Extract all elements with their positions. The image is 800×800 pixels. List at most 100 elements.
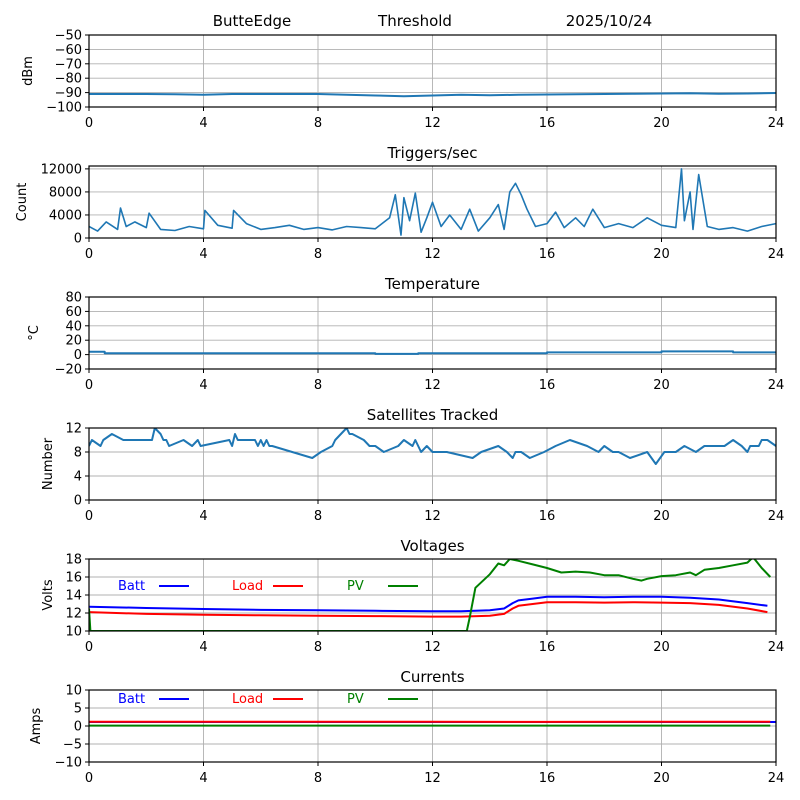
y-tick-label: 10	[65, 625, 82, 640]
y-tick-label: 0	[74, 348, 82, 363]
y-tick-label: −10	[55, 756, 82, 771]
x-tick-label: 0	[85, 247, 93, 262]
series-line-triggers	[89, 168, 776, 236]
x-tick-label: 20	[653, 771, 670, 786]
y-tick-label: −90	[55, 86, 82, 101]
x-tick-label: 0	[85, 509, 93, 524]
series-line-satellites	[89, 428, 776, 465]
x-tick-label: 12	[424, 116, 441, 131]
legend-label-batt: Batt	[118, 692, 145, 707]
y-tick-label: 80	[65, 291, 82, 306]
y-axis-label: Number	[41, 437, 56, 490]
x-tick-label: 20	[653, 509, 670, 524]
y-tick-label: −100	[46, 101, 82, 116]
panel-noise: 0 4 8 12 16 20 24 −100−90−80−70−60−50 dBm	[21, 29, 784, 132]
y-tick-label: 5	[74, 702, 82, 717]
x-tick-label: 24	[768, 247, 785, 262]
y-tick-label: 0	[74, 232, 82, 247]
y-tick-label: −80	[55, 72, 82, 87]
x-tick-label: 12	[424, 640, 441, 655]
panel-currents: 0 4 8 12 16 20 24 −10 −5 0 5 10 Currents Amps Batt Load…	[29, 668, 784, 786]
y-axis-label: Amps	[29, 707, 44, 744]
panel-satellites: 0 4 8 12 16 20 24 0 4 8 12 Satellites Tracked Number	[41, 406, 784, 524]
x-tick-label: 16	[539, 378, 556, 393]
y-tick-label: −60	[55, 43, 82, 58]
panel-voltages: 0 4 8 12 16 20 24 10 12 14 16 18 Voltages Volts Batt Lo…	[41, 537, 784, 655]
y-tick-label: 18	[65, 553, 82, 568]
x-tick-label: 4	[199, 640, 207, 655]
x-tick-label: 8	[314, 116, 322, 131]
y-tick-label: 20	[65, 334, 82, 349]
x-tick-label: 16	[539, 116, 556, 131]
legend-label-pv: PV	[347, 692, 364, 707]
y-tick-label: 60	[65, 305, 82, 320]
legend-label-load: Load	[232, 579, 263, 594]
panel-title: Temperature	[384, 275, 480, 293]
y-tick-label: 12000	[41, 162, 82, 177]
x-tick-label: 8	[314, 640, 322, 655]
y-tick-label: 4	[74, 470, 82, 485]
x-tick-label: 12	[424, 771, 441, 786]
y-axis-label: Count	[15, 183, 30, 222]
x-tick-label: 24	[768, 771, 785, 786]
x-tick-label: 8	[314, 771, 322, 786]
x-tick-label: 4	[199, 378, 207, 393]
x-tick-label: 0	[85, 116, 93, 131]
x-tick-label: 24	[768, 378, 785, 393]
series-line-noise	[89, 92, 776, 98]
x-tick-label: 12	[424, 247, 441, 262]
x-tick-label: 24	[768, 116, 785, 131]
legend-label-pv: PV	[347, 579, 364, 594]
x-tick-label: 8	[314, 509, 322, 524]
x-tick-label: 16	[539, 509, 556, 524]
x-tick-label: 4	[199, 509, 207, 524]
legend-label-batt: Batt	[118, 579, 145, 594]
x-tick-label: 8	[314, 378, 322, 393]
x-tick-label: 20	[653, 247, 670, 262]
y-tick-label: 40	[65, 319, 82, 334]
x-tick-label: 0	[85, 640, 93, 655]
panel-title: Satellites Tracked	[367, 406, 498, 424]
x-tick-label: 24	[768, 509, 785, 524]
x-tick-label: 12	[424, 378, 441, 393]
x-tick-label: 4	[199, 116, 207, 131]
y-axis-label: dBm	[21, 56, 36, 86]
panel-title: Triggers/sec	[387, 144, 478, 162]
series-line-pv	[89, 559, 772, 631]
x-tick-label: 20	[653, 378, 670, 393]
x-tick-label: 4	[199, 771, 207, 786]
y-tick-label: 14	[65, 589, 82, 604]
legend-label-load: Load	[232, 692, 263, 707]
x-tick-label: 20	[653, 116, 670, 131]
y-axis-label: °C	[27, 325, 42, 341]
y-tick-label: −50	[55, 29, 82, 44]
y-tick-label: 0	[74, 494, 82, 509]
x-tick-label: 16	[539, 771, 556, 786]
panel-triggers: 0 4 8 12 16 20 24 0 4000 8000 12000 Triggers/sec Cou…	[15, 144, 784, 262]
x-tick-label: 4	[199, 247, 207, 262]
y-tick-label: 10	[65, 684, 82, 699]
y-tick-label: 8000	[49, 185, 82, 200]
x-tick-label: 0	[85, 378, 93, 393]
header-mode: Threshold	[377, 12, 452, 30]
header-station: ButteEdge	[213, 12, 292, 30]
series-line-batt	[89, 595, 768, 613]
y-axis-label: Volts	[41, 579, 56, 611]
y-tick-label: 0	[74, 720, 82, 735]
y-tick-label: 4000	[49, 208, 82, 223]
header-date: 2025/10/24	[566, 12, 652, 30]
y-tick-label: 16	[65, 571, 82, 586]
x-tick-label: 24	[768, 640, 785, 655]
x-tick-label: 12	[424, 509, 441, 524]
series-line-temperature	[89, 350, 776, 355]
panel-title: Voltages	[400, 537, 464, 555]
panel-title: Currents	[400, 668, 464, 686]
x-tick-label: 16	[539, 640, 556, 655]
y-tick-label: 8	[74, 446, 82, 461]
series-line-load	[89, 601, 768, 618]
y-tick-label: 12	[65, 422, 82, 437]
y-tick-label: −70	[55, 57, 82, 72]
x-tick-label: 0	[85, 771, 93, 786]
